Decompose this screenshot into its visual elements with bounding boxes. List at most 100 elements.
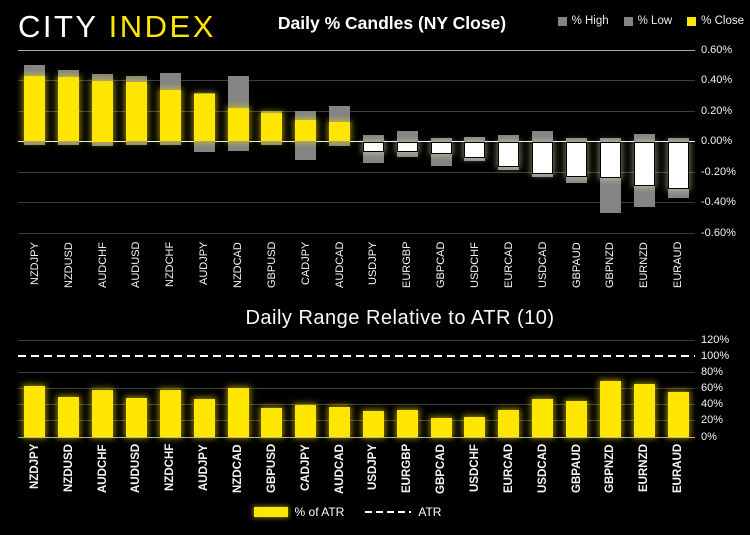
y-axis2-tick-120-: 120% [701,333,730,346]
logo-city-text: CITY [18,9,99,44]
candle-body-audusd [125,82,147,142]
atr-bar-usdcad [532,399,554,437]
y-axis2-tick-80-: 80% [701,365,724,378]
atr-bar-eurcad [498,409,520,437]
gridline2-20- [18,420,695,422]
candle-body-gbpnzd [599,141,621,179]
legend-swatch--low [623,16,633,26]
gridline-0-20- [18,110,695,112]
atr-bar-eurnzd [633,383,655,437]
chart2-title: Daily Range Relative to ATR (10) [245,307,555,329]
candle-body-usdcad [532,141,554,174]
gridline--0-40- [18,202,695,203]
atr-bar-euraud [667,391,689,437]
y-axis2-tick-100-: 100% [701,349,730,362]
legend-swatch--high [557,16,567,26]
y-axis-tick--0-40-: -0.40% [701,196,736,208]
x-axis2-label-usdjpy: USDJPY [367,444,380,491]
legend-label--close: % Close [701,15,744,27]
x-axis2-label-eurcad: EURCAD [502,444,515,494]
percent-of-atr-legend-label: % of ATR [294,505,345,519]
legend-label--high: % High [571,15,609,27]
atr-bar-gbpusd [261,407,283,437]
atr-bar-cadjpy [295,404,317,437]
atr-bar-gbpnzd [599,381,621,437]
candle-body-gbpcad [430,141,452,154]
legend-item--low: % Low [623,15,673,27]
atr-legend-label: ATR [418,505,442,519]
atr-bar-audchf [92,390,114,437]
y-axis2-tick-20-: 20% [701,414,724,427]
x-axis2-label-gbpaud: GBPAUD [570,444,583,493]
candle-body-nzdusd [58,77,80,142]
atr-bar-nzdusd [58,397,80,437]
y-axis-tick-0-40-: 0.40% [701,74,733,86]
candle-body-eurnzd [633,141,655,186]
gridline-0-40- [18,80,695,81]
x-axis2-label-cadjpy: CADJPY [299,444,312,491]
y-axis2-tick-60-: 60% [701,382,724,394]
atr-bar-gbpcad [430,417,452,437]
x-axis2-label-eurnzd: EURNZD [638,444,651,492]
x-axis2-label-gbpusd: GBPUSD [265,444,278,494]
gridline2-60- [18,388,695,389]
gridline--0-60- [18,232,695,234]
gridline2-0- [18,436,695,438]
atr-bar-usdchf [464,416,486,437]
x-axis2-label-audcad: AUDCAD [333,444,346,494]
y-axis-tick-0-00-: 0.00% [701,135,733,147]
atr-bar-eurgbp [396,409,418,437]
candle-body-nzdjpy [24,75,46,142]
atr-bar-nzdjpy [24,386,46,437]
x-axis2-label-nzdchf: NZDCHF [164,444,177,492]
x-axis2-label-euraud: EURAUD [672,444,685,494]
legend-item--close: % Close [687,15,744,27]
gridline2-80- [18,371,695,373]
x-axis2-label-nzdjpy: NZDJPY [28,444,41,490]
legend-label--low: % Low [637,15,673,27]
y-axis-tick--0-60-: -0.60% [701,226,736,239]
candle-body-cadjpy [295,120,317,142]
chart1-legend: % High % Low % Close [557,15,744,27]
atr-bar-audjpy [193,399,215,437]
x-axis2-label-gbpcad: GBPCAD [435,444,448,494]
candle-body-audchf [92,80,114,142]
candle-body-gbpusd [261,112,283,142]
candle-body-eurgbp [396,141,418,153]
y-axis-tick-0-60-: 0.60% [701,43,733,56]
x-axis2-label-nzdcad: NZDCAD [232,444,245,493]
candle-body-nzdcad [227,107,249,142]
x-axis2-label-eurgbp: EURGBP [401,444,414,494]
x-axis2-label-usdcad: USDCAD [536,444,549,494]
candle-body-audjpy [193,94,215,142]
atr-100pct-dashed-line [18,355,695,358]
x-axis2-label-audjpy: AUDJPY [198,444,211,491]
atr-bar-gbpaud [566,400,588,437]
y-axis-tick--0-20-: -0.20% [701,165,736,178]
candle-body-audcad [329,121,351,142]
atr-bar-usdjpy [362,411,384,437]
chart1-title: Daily % Candles (NY Close) [277,13,507,33]
candle-body-eurcad [498,141,520,168]
gridline-0-00- [18,141,695,142]
x-axis2-label-gbpnzd: GBPNZD [604,444,617,493]
gridline2-40- [18,404,695,406]
legend-item--high: % High [557,15,609,27]
y-axis-tick-0-20-: 0.20% [701,104,733,117]
x-axis2-label-audusd: AUDUSD [130,444,143,494]
candle-body-gbpaud [566,141,588,177]
percent-of-atr-legend-swatch [253,507,288,517]
candle-body-euraud [667,141,689,189]
x-axis2-label-usdchf: USDCHF [468,444,481,492]
candle-body-usdchf [464,141,486,159]
y-axis2-tick-0-: 0% [701,430,717,443]
candle-body-nzdchf [159,89,181,142]
atr-bar-audcad [329,407,351,437]
chart2-legend: % of ATR ATR [0,505,695,519]
atr-bar-audusd [125,398,147,437]
gridline-0-60- [18,49,695,51]
logo-index-text: INDEX [108,9,216,44]
